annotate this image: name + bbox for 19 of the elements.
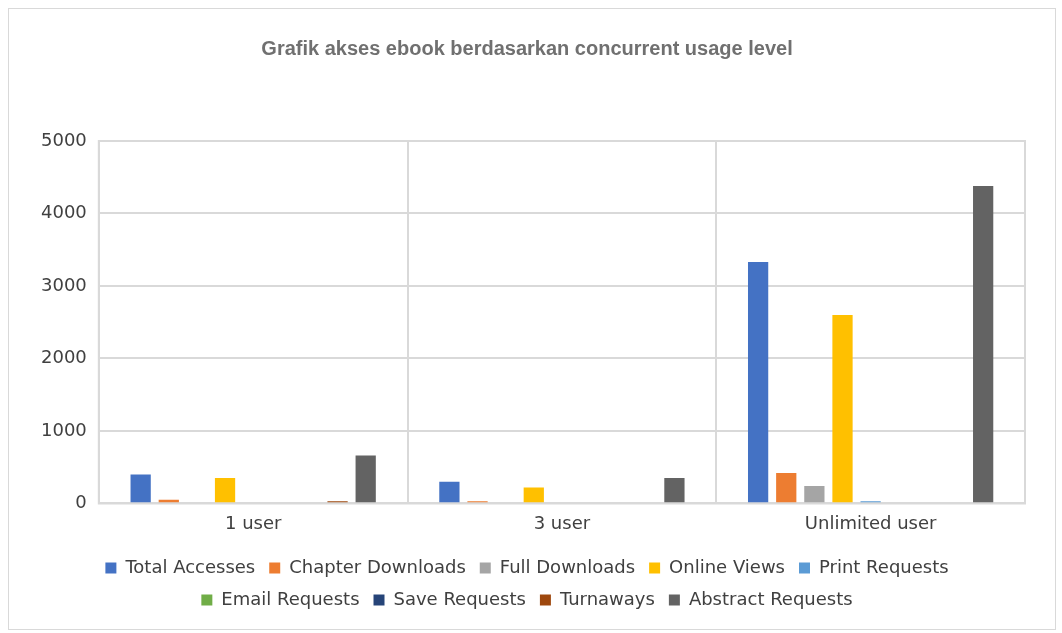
x-tick-label: 1 user [224, 511, 282, 533]
legend-label: Abstract Requests [688, 587, 853, 609]
legend-label: Save Requests [393, 587, 526, 609]
y-tick-label: 2000 [41, 346, 87, 368]
legend-label: Total Accesses [124, 555, 256, 577]
legend-label: Chapter Downloads [289, 555, 466, 577]
y-tick-label: 5000 [41, 128, 87, 150]
x-tick-label: Unlimited user [804, 511, 938, 533]
y-tick-label: 1000 [41, 418, 87, 440]
legend-label: Online Views [669, 555, 785, 577]
legend-label: Email Requests [221, 587, 360, 609]
chart-title: Grafik akses ebook berdasarkan concurrent usage level [261, 36, 793, 59]
y-tick-label: 3000 [41, 273, 87, 295]
x-tick-label: 3 user [533, 511, 591, 533]
legend-label: Print Requests [818, 555, 949, 577]
y-tick-label: 0 [75, 491, 87, 513]
legend-label: Full Downloads [499, 555, 636, 577]
legend-label: Turnaways [558, 587, 655, 609]
y-tick-label: 4000 [41, 201, 87, 223]
